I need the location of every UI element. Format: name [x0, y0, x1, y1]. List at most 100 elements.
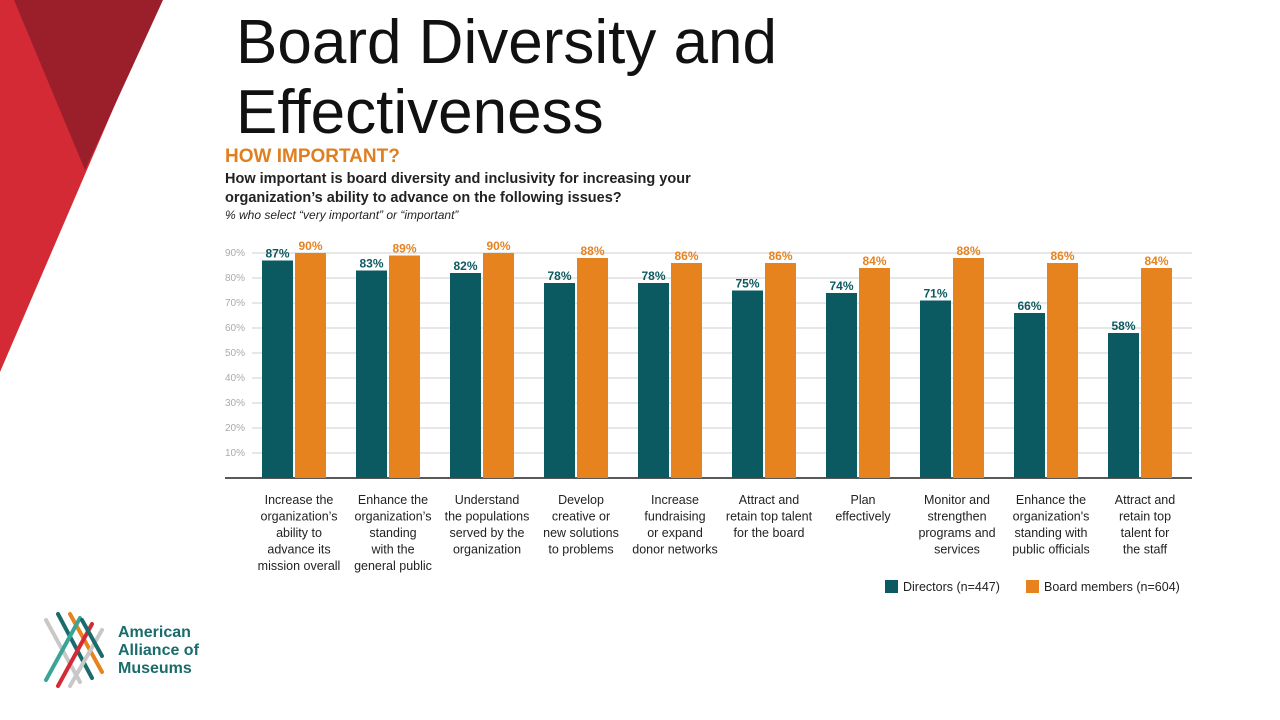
x-tick-label: with the [370, 543, 414, 557]
y-tick-label: 40% [225, 373, 245, 384]
chart-question: How important is board diversity and inc… [225, 171, 691, 206]
decorative-red-triangles [0, 0, 163, 372]
data-label-directors: 82% [453, 259, 477, 273]
data-label-directors: 83% [359, 257, 383, 271]
data-label-directors: 87% [265, 247, 289, 261]
bar-board-members [1141, 268, 1172, 478]
data-label-board-members: 84% [862, 254, 886, 268]
bar-directors [544, 283, 575, 478]
bar-board-members [577, 258, 608, 478]
x-tick-label: mission overall [258, 559, 341, 573]
x-tick-label: organization's [1013, 510, 1090, 524]
x-tick-label: retain top [1119, 510, 1171, 524]
data-label-board-members: 86% [1050, 249, 1074, 263]
x-tick-label: Plan [850, 493, 875, 507]
data-label-directors: 66% [1017, 299, 1041, 313]
x-tick-label: or expand [647, 526, 703, 540]
logo-line-1: American [118, 624, 191, 641]
y-tick-label: 50% [225, 348, 245, 359]
data-label-board-members: 86% [768, 249, 792, 263]
x-tick-label: for the board [734, 526, 805, 540]
data-label-board-members: 88% [956, 244, 980, 258]
bar-board-members [859, 268, 890, 478]
y-tick-label: 90% [225, 248, 245, 259]
data-label-board-members: 86% [674, 249, 698, 263]
data-label-board-members: 90% [486, 239, 510, 253]
x-tick-label: creative or [552, 510, 610, 524]
x-tick-label: Enhance the [358, 493, 428, 507]
data-label-board-members: 89% [392, 242, 416, 256]
x-tick-label: new solutions [543, 526, 619, 540]
bar-directors [1108, 333, 1139, 478]
bar-board-members [765, 263, 796, 478]
x-tick-label: the staff [1123, 543, 1168, 557]
logo-line-2: Alliance of [118, 642, 199, 659]
x-tick-label: public officials [1012, 543, 1090, 557]
bar-board-members [953, 258, 984, 478]
x-tick-label: retain top talent [726, 510, 813, 524]
bar-directors [920, 300, 951, 478]
x-tick-label: organization’s [261, 510, 338, 524]
data-label-directors: 74% [829, 279, 853, 293]
data-label-board-members: 88% [580, 244, 604, 258]
data-label-directors: 78% [547, 269, 571, 283]
bar-directors [1014, 313, 1045, 478]
logo-wordmark: American Alliance of Museums [118, 624, 238, 678]
logo-line-3: Museums [118, 660, 192, 677]
x-tick-label: ability to [276, 526, 322, 540]
y-tick-label: 80% [225, 273, 245, 284]
bar-board-members [1047, 263, 1078, 478]
aam-lattice-logo-icon [44, 612, 104, 688]
bar-directors [450, 273, 481, 478]
bar-directors [262, 260, 293, 478]
x-tick-label: fundraising [644, 510, 705, 524]
y-tick-label: 20% [225, 423, 245, 434]
x-tick-label: programs and [918, 526, 995, 540]
data-label-directors: 75% [735, 277, 759, 291]
x-tick-label: services [934, 543, 980, 557]
data-label-directors: 78% [641, 269, 665, 283]
dark-red-triangle [14, 0, 163, 170]
x-tick-label: Increase [651, 493, 699, 507]
bar-directors [826, 293, 857, 478]
bar-board-members [295, 253, 326, 478]
legend-swatch-board-members [1026, 580, 1039, 593]
x-tick-label: Understand [455, 493, 520, 507]
bar-chart: 90% 80% 70% 60% 50% 40% 30% 20% 10% 87% 90% Increas… [225, 239, 1192, 594]
x-tick-label: talent for [1121, 526, 1170, 540]
y-tick-label: 30% [225, 398, 245, 409]
x-tick-label: standing [369, 526, 416, 540]
x-tick-label: served by the [449, 526, 524, 540]
data-label-board-members: 84% [1144, 254, 1168, 268]
y-tick-label: 70% [225, 298, 245, 309]
legend-swatch-directors [885, 580, 898, 593]
x-tick-label: to problems [548, 543, 613, 557]
x-tick-label: advance its [267, 543, 330, 557]
bar-directors [638, 283, 669, 478]
slide-title: Board Diversity and Effectiveness [236, 8, 778, 147]
x-tick-label: strengthen [927, 510, 986, 524]
x-tick-label: effectively [835, 510, 891, 524]
x-tick-label: donor networks [632, 543, 717, 557]
y-tick-label: 10% [225, 448, 245, 459]
x-tick-label: Monitor and [924, 493, 990, 507]
data-label-directors: 58% [1111, 319, 1135, 333]
x-tick-label: Enhance the [1016, 493, 1086, 507]
bar-directors [732, 290, 763, 478]
chart-subnote: % who select “very important” or “import… [225, 208, 459, 222]
legend-label-board-members: Board members (n=604) [1044, 580, 1180, 594]
x-tick-label: Develop [558, 493, 604, 507]
bar-board-members [483, 253, 514, 478]
bar-board-members [389, 255, 420, 478]
x-tick-label: Increase the [265, 493, 334, 507]
bar-board-members [671, 263, 702, 478]
x-tick-label: organization’s [355, 510, 432, 524]
x-tick-label: Attract and [1115, 493, 1175, 507]
data-label-board-members: 90% [298, 239, 322, 253]
x-tick-label: organization [453, 543, 521, 557]
legend-label-directors: Directors (n=447) [903, 580, 1000, 594]
bar-directors [356, 270, 387, 478]
x-tick-label: standing with [1015, 526, 1088, 540]
chart-kicker: HOW IMPORTANT? [225, 146, 400, 167]
data-label-directors: 71% [923, 287, 947, 301]
